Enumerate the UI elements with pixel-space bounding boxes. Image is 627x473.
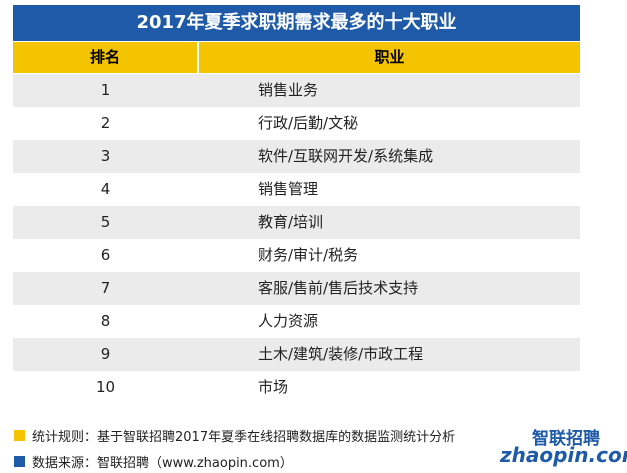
- job: 软件/互联网开发/系统集成: [258, 147, 434, 165]
- rank: 2: [100, 114, 111, 132]
- rank: 8: [100, 312, 111, 330]
- rank: 9: [100, 345, 111, 363]
- table-row: 3 软件/互联网开发/系统集成: [13, 140, 580, 173]
- bullet: [14, 456, 25, 467]
- rank: 5: [100, 213, 111, 231]
- table-row: 6 财务/审计/税务: [13, 239, 580, 272]
- bullet: [14, 430, 25, 441]
- title: 2017年夏季求职期需求最多的十大职业: [13, 5, 580, 41]
- job: 市场: [258, 378, 289, 396]
- table-row: 5 教育/培训: [13, 206, 580, 239]
- table-row: 9 土木/建筑/装修/市政工程: [13, 338, 580, 371]
- rank: 4: [100, 180, 111, 198]
- job: 客服/售前/售后技术支持: [258, 279, 419, 297]
- table-row: 2 行政/后勤/文秘: [13, 107, 580, 140]
- table-row: 10 市场: [13, 371, 580, 404]
- note: 统计规则：基于智联招聘2017年夏季在线招聘数据库的数据监测统计分析: [32, 430, 456, 445]
- logo-url: zhaopin.com: [500, 443, 627, 467]
- table-row: 4 销售管理: [13, 173, 580, 206]
- job: 销售管理: [258, 180, 319, 198]
- rank: 6: [100, 246, 111, 264]
- job: 销售业务: [258, 81, 319, 99]
- table-row: 8 人力资源: [13, 305, 580, 338]
- rank: 3: [100, 147, 111, 165]
- table-row: 1 销售业务: [13, 74, 580, 107]
- column-header: 职业: [199, 42, 580, 73]
- rank: 7: [100, 279, 111, 297]
- job: 教育/培训: [258, 213, 324, 231]
- job: 财务/审计/税务: [258, 246, 359, 264]
- rank: 10: [95, 378, 116, 396]
- job: 人力资源: [258, 312, 319, 330]
- note: 数据来源：智联招聘（www.zhaopin.com）: [32, 456, 293, 471]
- job: 土木/建筑/装修/市政工程: [258, 345, 424, 363]
- table-row: 7 客服/售前/售后技术支持: [13, 272, 580, 305]
- job: 行政/后勤/文秘: [258, 114, 359, 132]
- column-header: 排名: [13, 42, 197, 73]
- logo-name: 智联招聘: [532, 429, 600, 449]
- rank: 1: [100, 81, 111, 99]
